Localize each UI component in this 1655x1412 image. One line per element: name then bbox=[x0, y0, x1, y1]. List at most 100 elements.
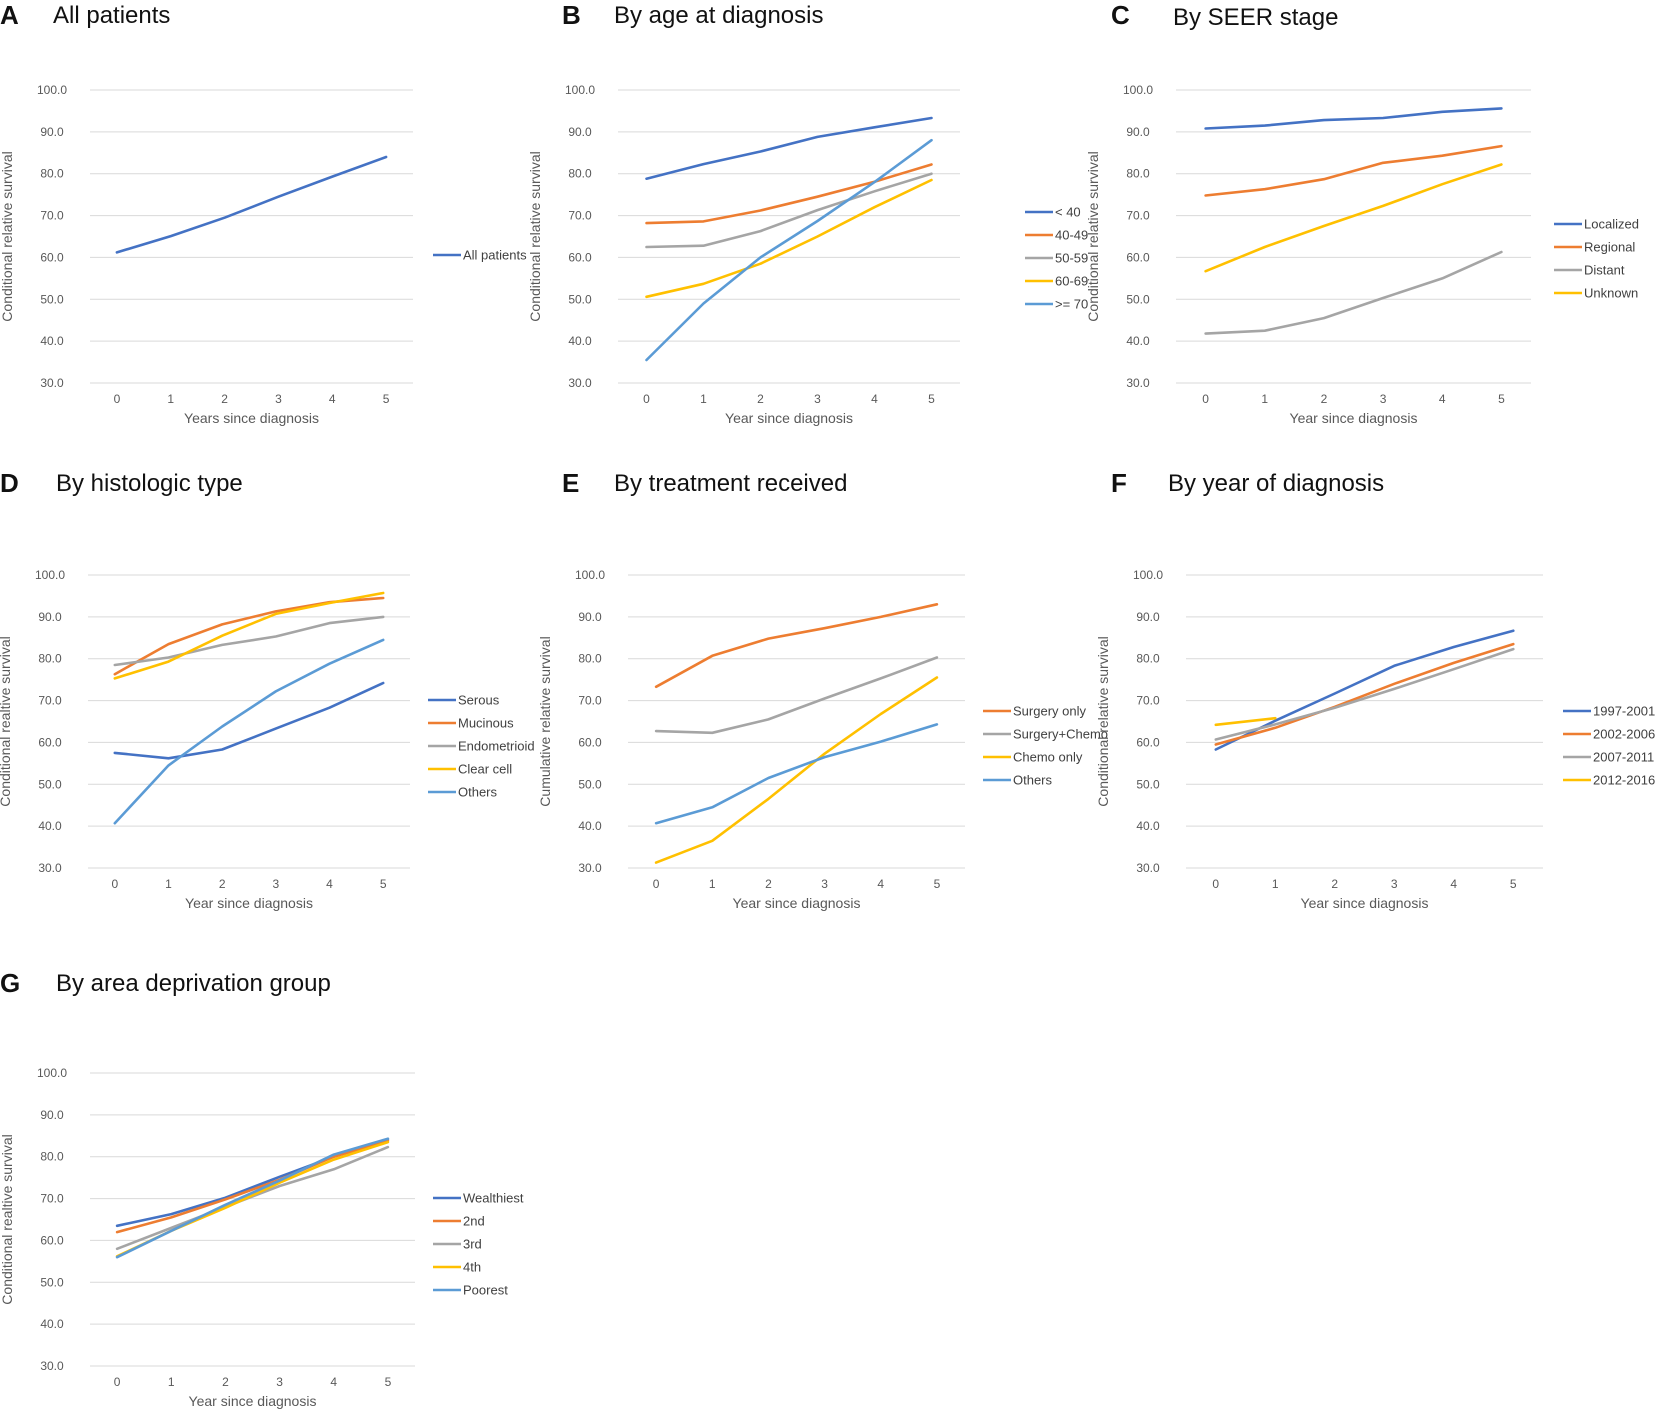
y-axis-label: Conditional realtive survival bbox=[0, 1134, 15, 1304]
y-tick-label: 30.0 bbox=[40, 1359, 64, 1373]
y-tick-label: 60.0 bbox=[40, 1233, 64, 1247]
y-tick-label: 100.0 bbox=[575, 568, 605, 582]
x-tick-label: 2 bbox=[757, 392, 764, 406]
y-tick-label: 100.0 bbox=[35, 568, 65, 582]
x-tick-label: 5 bbox=[928, 392, 935, 406]
legend-label: >= 70 bbox=[1055, 297, 1088, 312]
y-tick-label: 90.0 bbox=[1126, 125, 1150, 139]
series-line-others bbox=[654, 723, 939, 825]
x-tick-label: 2 bbox=[221, 392, 228, 406]
y-tick-label: 40.0 bbox=[38, 819, 62, 833]
chart-by-histologic-type: 100.0 90.0 80.0 70.0 60.0 50.0 40.0 30.0 0 1 2 3 4 5 Y… bbox=[0, 568, 535, 911]
x-tick-label: 0 bbox=[111, 877, 118, 891]
y-tick-label: 30.0 bbox=[1136, 861, 1160, 875]
y-tick-label: 30.0 bbox=[568, 376, 592, 390]
y-tick-label: 60.0 bbox=[578, 735, 602, 749]
legend-label: Unknown bbox=[1584, 286, 1638, 301]
y-tick-label: 70.0 bbox=[38, 694, 62, 708]
x-axis-label: Year since diagnosis bbox=[185, 895, 313, 911]
y-tick-label: 80.0 bbox=[38, 652, 62, 666]
legend-label: 50-59 bbox=[1055, 251, 1088, 266]
y-tick-label: 60.0 bbox=[568, 250, 592, 264]
x-tick-label: 5 bbox=[383, 392, 390, 406]
legend-label: Serous bbox=[458, 693, 500, 708]
y-tick-label: 50.0 bbox=[568, 292, 592, 306]
x-tick-label: 4 bbox=[1450, 877, 1457, 891]
x-tick-label: 3 bbox=[275, 392, 282, 406]
y-tick-label: 40.0 bbox=[40, 1317, 64, 1331]
panel-letter: A bbox=[0, 0, 19, 30]
panel-title: By year of diagnosis bbox=[1168, 470, 1385, 497]
series-line-clear-cell bbox=[113, 591, 385, 680]
y-tick-label: 70.0 bbox=[578, 694, 602, 708]
series-line-others bbox=[113, 638, 385, 825]
y-tick-label: 30.0 bbox=[38, 861, 62, 875]
y-tick-label: 40.0 bbox=[40, 334, 64, 348]
y-tick-label: 50.0 bbox=[40, 292, 64, 306]
y-tick-label: 100.0 bbox=[37, 1066, 67, 1080]
x-tick-label: 1 bbox=[1272, 877, 1279, 891]
y-axis-label: Conditional realtive survival bbox=[0, 636, 13, 806]
y-tick-label: 80.0 bbox=[40, 167, 64, 181]
series-line-surgery-chemo bbox=[654, 656, 939, 735]
y-tick-label: 80.0 bbox=[568, 167, 592, 181]
x-axis-label: Year since diagnosis bbox=[725, 410, 853, 426]
series-line-distant bbox=[1204, 250, 1503, 335]
panel-letter: C bbox=[1111, 0, 1130, 30]
panel-title: By area deprivation group bbox=[56, 970, 331, 997]
x-tick-label: 5 bbox=[1498, 392, 1505, 406]
y-tick-label: 50.0 bbox=[38, 777, 62, 791]
chart-by-year-of-diagnosis: 100.0 90.0 80.0 70.0 60.0 50.0 40.0 30.0 0 1 2 3 4 5 Y… bbox=[1095, 568, 1655, 911]
x-tick-label: 3 bbox=[821, 877, 828, 891]
legend-label: Surgery only bbox=[1013, 704, 1086, 719]
legend-label: 2007-2011 bbox=[1593, 750, 1654, 765]
x-tick-label: 0 bbox=[1212, 877, 1219, 891]
x-tick-label: 2 bbox=[765, 877, 772, 891]
chart-by-seer-stage: 100.0 90.0 80.0 70.0 60.0 50.0 40.0 30.0 0 1 2 3 4 5 Y… bbox=[1085, 83, 1639, 426]
x-tick-label: 4 bbox=[330, 1375, 337, 1389]
legend-label: Others bbox=[458, 785, 498, 800]
series-line-2012-2016 bbox=[1214, 716, 1277, 727]
series-line-40 bbox=[645, 116, 933, 180]
x-tick-label: 1 bbox=[709, 877, 716, 891]
series-line-2007-2011 bbox=[1214, 647, 1515, 741]
y-axis-label: Conditional relative survival bbox=[1095, 636, 1111, 806]
legend-label: Regional bbox=[1584, 240, 1635, 255]
y-axis-label: Conditional relative survival bbox=[1085, 151, 1101, 321]
x-tick-label: 4 bbox=[1439, 392, 1446, 406]
series-line-chemo-only bbox=[654, 676, 939, 864]
x-tick-label: 0 bbox=[653, 877, 660, 891]
legend-label: 2nd bbox=[463, 1214, 485, 1229]
x-axis-label: Year since diagnosis bbox=[189, 1393, 317, 1409]
series-line-unknown bbox=[1204, 163, 1503, 273]
legend-label: Wealthiest bbox=[463, 1191, 524, 1206]
x-tick-label: 0 bbox=[643, 392, 650, 406]
panel-letter: D bbox=[0, 468, 19, 498]
x-tick-label: 3 bbox=[814, 392, 821, 406]
y-tick-label: 40.0 bbox=[1136, 819, 1160, 833]
x-tick-label: 2 bbox=[222, 1375, 229, 1389]
series-line-localized bbox=[1204, 107, 1503, 130]
x-tick-label: 2 bbox=[1331, 877, 1338, 891]
y-tick-label: 80.0 bbox=[578, 652, 602, 666]
series-line-60-69 bbox=[645, 178, 933, 299]
series-line-mucinous bbox=[113, 596, 385, 676]
x-tick-label: 0 bbox=[1202, 392, 1209, 406]
series-line-regional bbox=[1204, 144, 1503, 197]
legend-label: Mucinous bbox=[458, 716, 514, 731]
chart-by-age: 100.0 90.0 80.0 70.0 60.0 50.0 40.0 30.0 0 1 2 3 4 5 Y… bbox=[527, 83, 1088, 426]
x-tick-label: 0 bbox=[114, 1375, 121, 1389]
panel-title: By SEER stage bbox=[1173, 4, 1339, 31]
x-tick-label: 1 bbox=[700, 392, 707, 406]
series-line-70 bbox=[645, 138, 933, 362]
series-line-3rd bbox=[115, 1145, 390, 1251]
x-tick-label: 3 bbox=[1391, 877, 1398, 891]
legend-label: 3rd bbox=[463, 1237, 482, 1252]
y-tick-label: 50.0 bbox=[40, 1275, 64, 1289]
legend-label: Endometrioid bbox=[458, 739, 535, 754]
x-tick-label: 4 bbox=[877, 877, 884, 891]
panel-title: All patients bbox=[53, 2, 171, 29]
legend-label: 40-49 bbox=[1055, 228, 1088, 243]
series-line-poorest bbox=[115, 1137, 390, 1259]
legend-label: Clear cell bbox=[458, 762, 512, 777]
